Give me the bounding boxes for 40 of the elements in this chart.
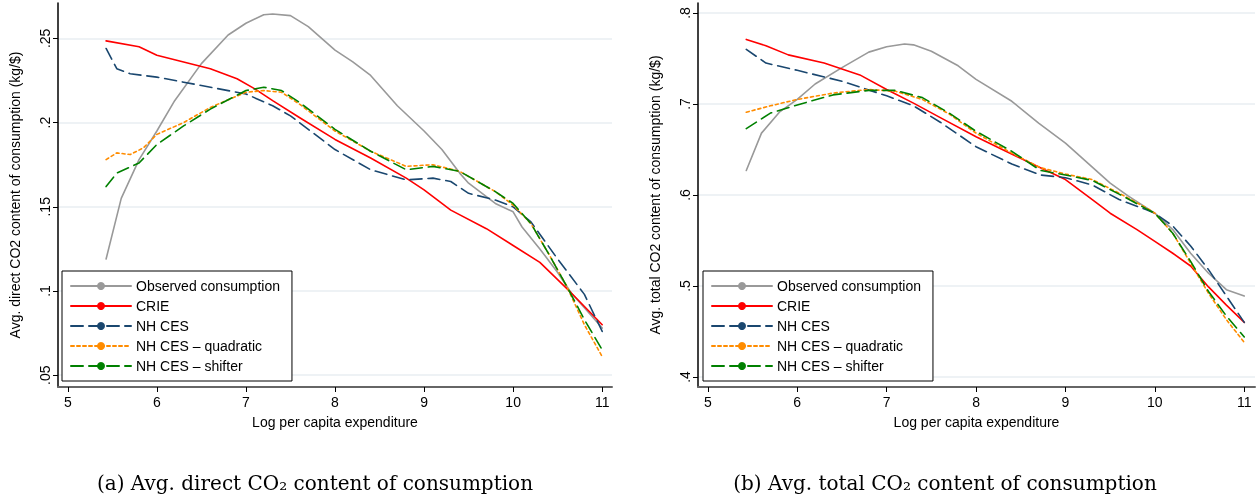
y-tick-label: .25 <box>37 28 53 49</box>
legend-label: NH CES – shifter <box>136 358 243 374</box>
y-tick-label: .15 <box>37 196 53 217</box>
y-tick-label: .6 <box>677 188 693 201</box>
x-axis-title: Log per capita expenditure <box>893 414 1060 430</box>
x-tick-label: 8 <box>972 394 981 410</box>
x-tick-label: 5 <box>63 394 72 410</box>
x-tick-label: 9 <box>1061 394 1070 410</box>
y-tick-label: .05 <box>37 365 53 385</box>
x-tick-label: 6 <box>793 394 802 410</box>
text: (b) Avg. total CO₂ content of consumption <box>733 471 1157 495</box>
y-tick-label: .5 <box>677 279 693 292</box>
legend-label: NH CES <box>136 318 189 334</box>
y-tick-label: .2 <box>37 116 53 129</box>
y-tick-label: .8 <box>677 6 693 19</box>
legend-label: Observed consumption <box>777 278 921 294</box>
y-tick-label: .4 <box>677 370 693 383</box>
x-axis-title: Log per capita expenditure <box>252 414 419 430</box>
x-tick-label: 11 <box>594 394 610 410</box>
x-tick-label: 7 <box>242 394 251 410</box>
y-axis-title: Avg. total CO2 content of consumption (kg/$) <box>647 55 663 335</box>
x-tick-label: 7 <box>882 394 891 410</box>
legend-label: Observed consumption <box>136 278 280 294</box>
y-tick-label: .7 <box>677 97 693 110</box>
x-tick-label: 10 <box>505 394 522 410</box>
legend-label: NH CES <box>777 318 830 334</box>
legend-label: CRIE <box>777 298 811 314</box>
legend-label: NH CES – quadratic <box>777 338 904 354</box>
x-tick-label: 8 <box>331 394 340 410</box>
x-tick-label: 11 <box>1237 394 1252 410</box>
text: (a) Avg. direct CO₂ content of consumption <box>96 471 534 495</box>
legend-label: NH CES – quadratic <box>136 338 263 354</box>
y-axis-title: Avg. direct CO2 content of consumption (kg/$) <box>7 51 23 339</box>
legend-label: CRIE <box>136 298 170 314</box>
x-tick-label: 10 <box>1147 394 1163 410</box>
x-tick-label: 9 <box>420 394 429 410</box>
legend-label: NH CES – shifter <box>777 358 884 374</box>
x-tick-label: 6 <box>152 394 161 410</box>
x-tick-label: 5 <box>703 394 712 410</box>
y-tick-label: .1 <box>37 284 53 297</box>
